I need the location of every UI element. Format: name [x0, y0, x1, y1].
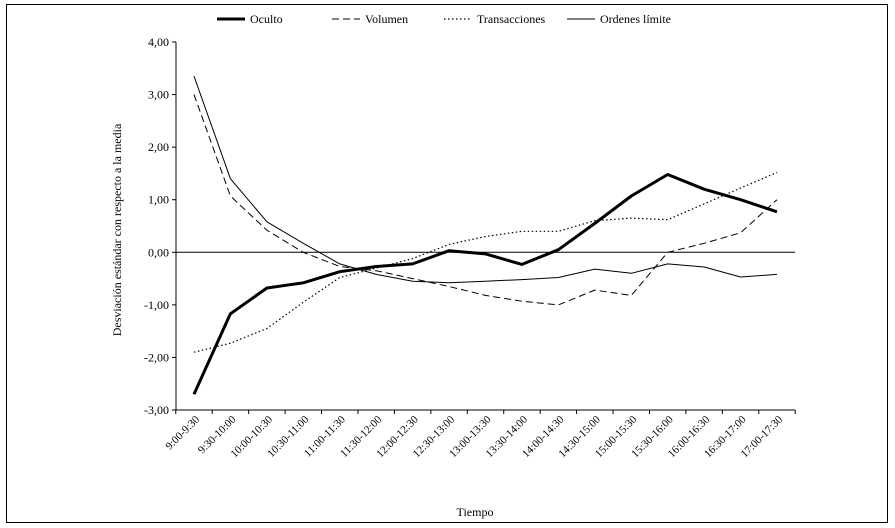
- y-tick-label: 1,00: [148, 193, 169, 207]
- legend: Oculto Volumen Transacciones Ordenes límite: [217, 12, 671, 26]
- x-axis: 9:00-9:309:30-10:0010:00-10:3010:30-11:0…: [163, 409, 796, 460]
- legend-label: Transacciones: [477, 12, 546, 26]
- y-tick-label: 2,00: [148, 140, 169, 154]
- y-tick-label: -1,00: [144, 298, 169, 312]
- series-line: [193, 94, 778, 306]
- y-axis-label: Desviación estándar con respecto a la me…: [110, 123, 124, 336]
- y-tick-label: 0,00: [148, 245, 169, 259]
- series-line: [193, 171, 778, 353]
- y-tick-label: -3,00: [144, 403, 169, 417]
- series-lines: [192, 76, 778, 395]
- chart-frame: [6, 4, 888, 523]
- legend-label: Volumen: [365, 12, 408, 26]
- y-tick-label: -2,00: [144, 350, 169, 364]
- legend-label: Ordenes límite: [600, 12, 671, 26]
- x-axis-label: Tiempo: [457, 505, 494, 519]
- series-line: [192, 173, 778, 395]
- series-line: [193, 76, 778, 284]
- y-tick-label: 4,00: [148, 35, 169, 49]
- y-axis: -3,00 -2,00 -1,00 0,00 1,00 2,00 3,00 4,00: [144, 35, 177, 417]
- y-tick-label: 3,00: [148, 88, 169, 102]
- legend-label: Oculto: [250, 12, 283, 26]
